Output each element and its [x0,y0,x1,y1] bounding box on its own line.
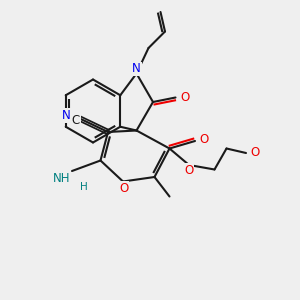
Text: H: H [80,182,88,191]
Text: N: N [62,109,71,122]
Text: O: O [250,146,260,160]
Text: O: O [119,182,128,195]
Text: C: C [72,114,80,127]
Text: O: O [184,164,194,177]
Text: O: O [200,133,209,146]
Text: O: O [180,91,189,104]
Text: N: N [132,62,141,76]
Text: NH: NH [53,172,70,185]
